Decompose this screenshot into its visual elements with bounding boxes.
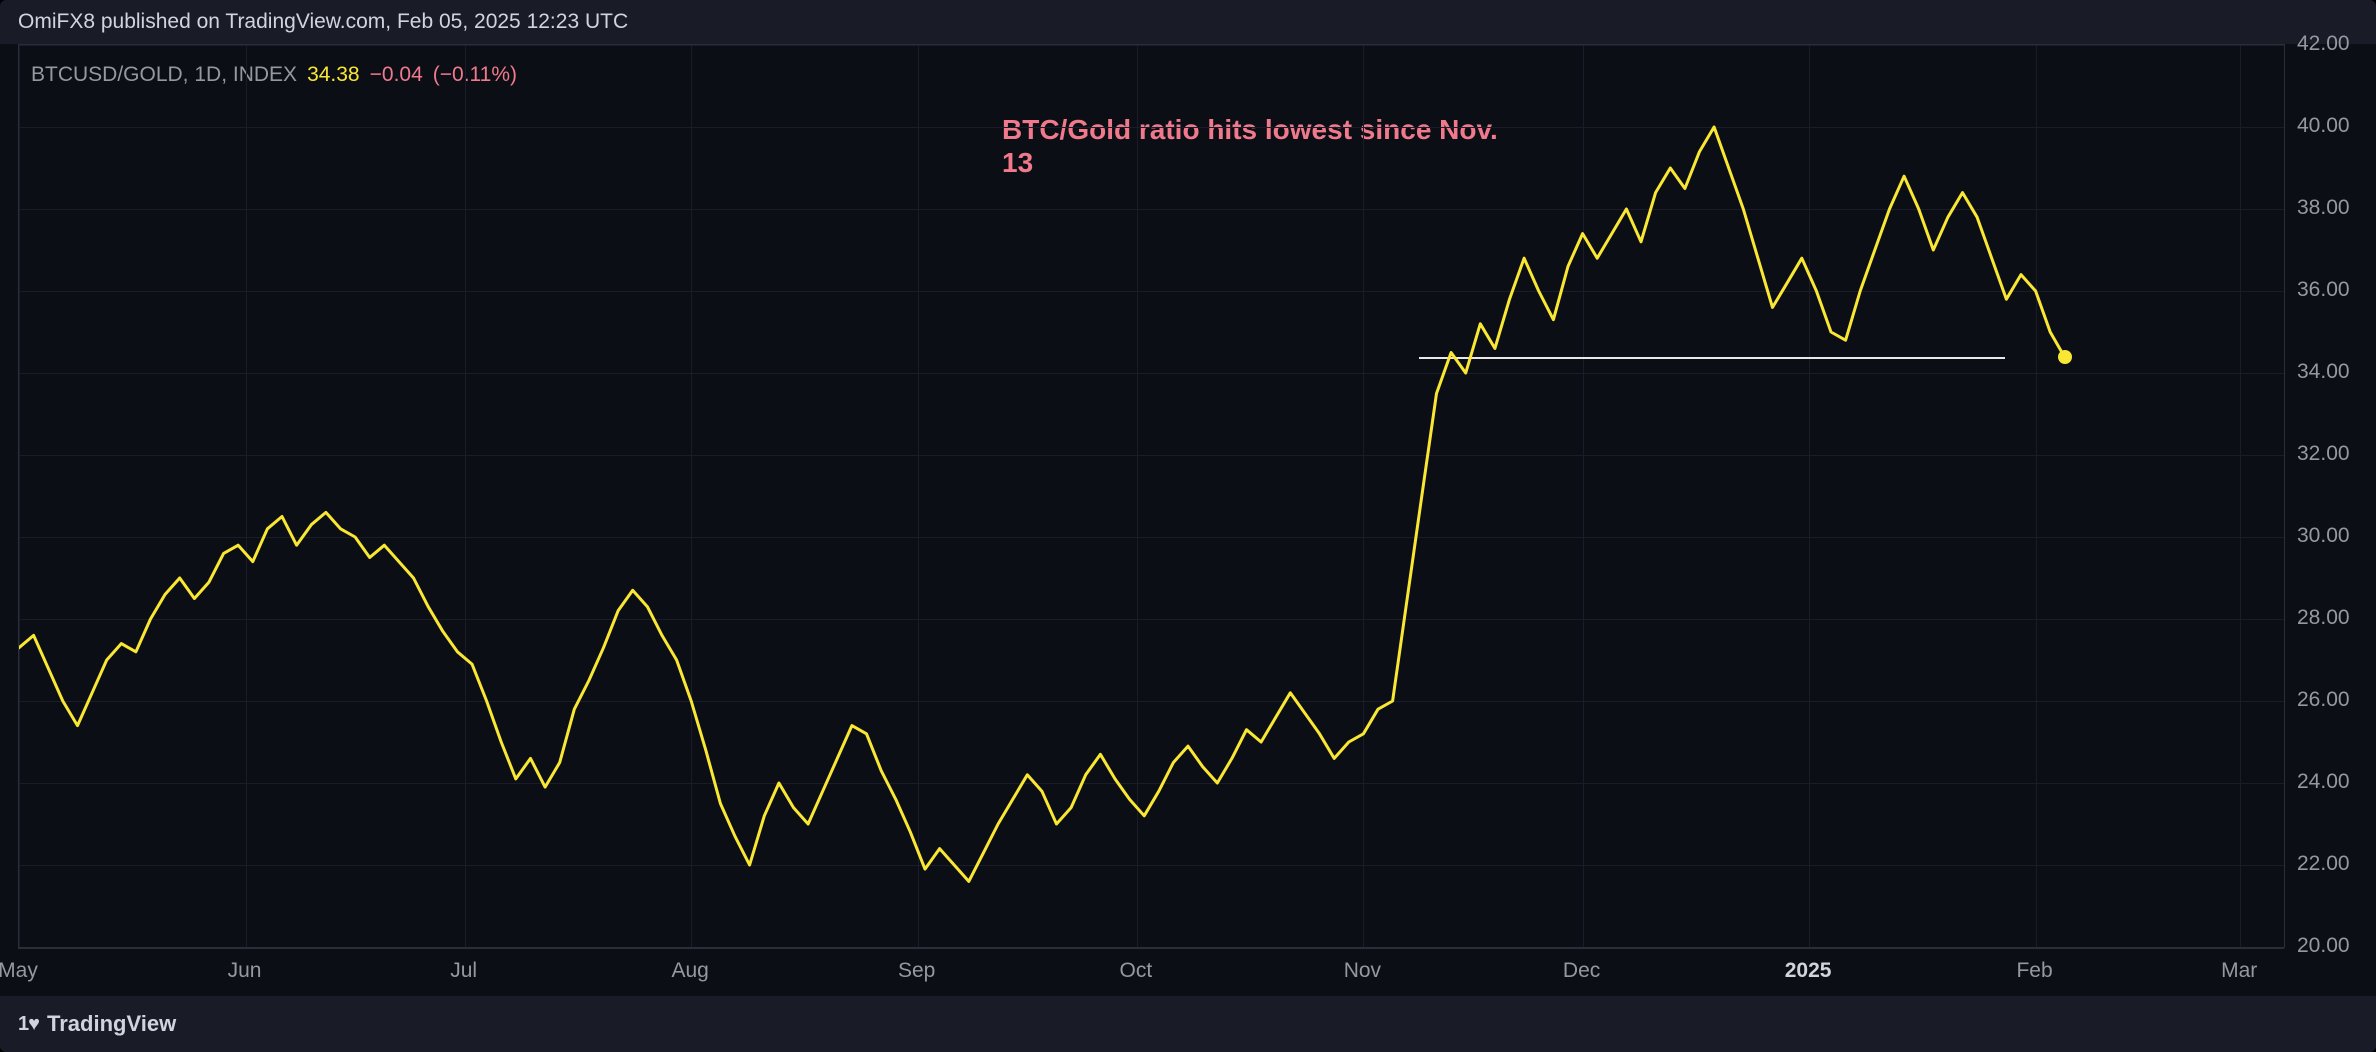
footer-bar: 1♥ TradingView xyxy=(0,996,2376,1052)
x-tick-label: Dec xyxy=(1563,959,1600,983)
y-tick-label: 26.00 xyxy=(2297,688,2350,712)
y-tick-label: 28.00 xyxy=(2297,606,2350,630)
y-tick-label: 34.00 xyxy=(2297,360,2350,384)
x-tick-label: Aug xyxy=(672,959,709,983)
tradingview-logo: 1♥ TradingView xyxy=(18,1011,176,1037)
x-tick-label: Jul xyxy=(450,959,477,983)
x-axis[interactable]: MayJunJulAugSepOctNovDec2025FebMar xyxy=(18,948,2284,996)
plot-region[interactable]: BTCUSD/GOLD, 1D, INDEX 34.38 −0.04 (−0.1… xyxy=(18,44,2284,948)
last-price-marker xyxy=(2058,350,2072,364)
y-tick-label: 32.00 xyxy=(2297,442,2350,466)
x-tick-label: Sep xyxy=(898,959,935,983)
y-tick-label: 36.00 xyxy=(2297,278,2350,302)
publish-header: OmiFX8 published on TradingView.com, Feb… xyxy=(0,0,2376,44)
y-tick-label: 42.00 xyxy=(2297,32,2350,56)
y-tick-label: 24.00 xyxy=(2297,770,2350,794)
x-tick-label: Nov xyxy=(1344,959,1381,983)
price-line xyxy=(19,45,2284,947)
chart-screenshot: OmiFX8 published on TradingView.com, Feb… xyxy=(0,0,2376,1052)
x-tick-label: Feb xyxy=(2016,959,2052,983)
x-tick-label: Mar xyxy=(2221,959,2257,983)
y-tick-label: 30.00 xyxy=(2297,524,2350,548)
y-tick-label: 38.00 xyxy=(2297,196,2350,220)
tv-glyph-icon: 1♥ xyxy=(18,1013,39,1036)
x-tick-label: 2025 xyxy=(1785,959,1832,983)
x-tick-label: May xyxy=(0,959,38,983)
publish-text: OmiFX8 published on TradingView.com, Feb… xyxy=(18,10,628,34)
x-tick-label: Oct xyxy=(1120,959,1153,983)
y-tick-label: 40.00 xyxy=(2297,114,2350,138)
y-axis[interactable]: 20.0022.0024.0026.0028.0030.0032.0034.00… xyxy=(2284,44,2376,948)
brand-text: TradingView xyxy=(47,1011,176,1037)
y-tick-label: 20.00 xyxy=(2297,934,2350,958)
chart-area[interactable]: BTCUSD/GOLD, 1D, INDEX 34.38 −0.04 (−0.1… xyxy=(0,44,2376,996)
x-tick-label: Jun xyxy=(228,959,262,983)
y-tick-label: 22.00 xyxy=(2297,852,2350,876)
